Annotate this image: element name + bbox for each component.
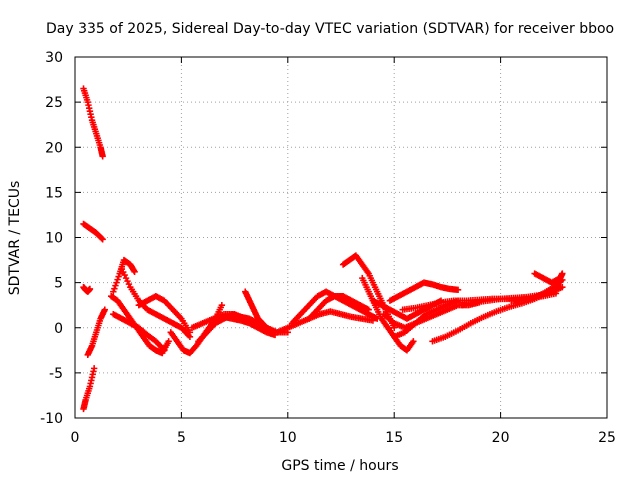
y-tick-label: 30 (45, 50, 63, 66)
y-tick-label: -10 (40, 411, 63, 427)
data-point (165, 338, 172, 345)
y-tick-label: 15 (45, 185, 63, 201)
series-arc-4 (80, 365, 98, 413)
data-point (99, 153, 106, 160)
data-point (112, 282, 119, 289)
x-tick-label: 25 (598, 430, 616, 446)
series-arc-29 (508, 276, 566, 304)
x-tick-label: 15 (385, 430, 403, 446)
data-point (186, 329, 194, 336)
y-tick-label: 10 (45, 231, 63, 247)
series-arc-28 (531, 270, 566, 286)
grid-lines (75, 57, 607, 418)
data-points (80, 85, 566, 413)
series-arc-25 (391, 297, 462, 340)
data-point (161, 347, 168, 354)
data-point (559, 270, 566, 277)
data-point (98, 235, 105, 242)
data-point (454, 297, 462, 304)
data-point (365, 306, 372, 313)
data-point (454, 286, 462, 294)
data-point (115, 273, 122, 280)
x-axis-label: GPS time / hours (281, 458, 398, 474)
chart-title: Day 335 of 2025, Sidereal Day-to-day VTE… (46, 21, 614, 37)
data-point (90, 365, 98, 372)
data-point (99, 236, 106, 243)
y-tick-label: 0 (54, 321, 63, 337)
data-point (110, 288, 117, 295)
data-point (111, 285, 118, 292)
series-arc-9 (118, 265, 194, 340)
series-arc-1 (80, 85, 106, 160)
x-tick-label: 20 (492, 430, 510, 446)
data-point (410, 338, 417, 345)
data-point (113, 279, 120, 286)
data-point (559, 276, 566, 284)
series-arc-3 (80, 283, 94, 295)
axis-ticks (74, 56, 608, 419)
series-arc-8 (110, 311, 168, 354)
y-tick-label: 25 (45, 95, 63, 111)
series-arc-14 (199, 313, 279, 340)
data-point (559, 283, 566, 291)
series-arc-10 (135, 292, 194, 336)
x-tick-label: 10 (279, 430, 297, 446)
x-tick-label: 0 (71, 430, 80, 446)
y-axis-label: SDTVAR / TECUs (7, 181, 23, 296)
series-arc-15 (242, 288, 279, 336)
series-arc-5 (84, 306, 108, 359)
y-tick-label: 5 (54, 276, 63, 292)
series-arc-23 (386, 279, 462, 304)
series-arc-2 (80, 220, 106, 243)
data-point (114, 276, 121, 283)
y-tick-label: 20 (45, 140, 63, 156)
x-tick-labels: 0 5 10 15 20 25 (71, 430, 616, 446)
data-point (131, 268, 138, 275)
x-tick-label: 5 (177, 430, 186, 446)
y-tick-label: -5 (49, 366, 63, 382)
data-point (101, 306, 108, 313)
y-tick-labels: -10 -5 0 5 10 15 20 25 30 (40, 50, 63, 427)
data-point (86, 285, 94, 293)
series-arc-18 (305, 292, 372, 322)
series-arc-16 (273, 308, 377, 336)
data-point (218, 301, 226, 309)
